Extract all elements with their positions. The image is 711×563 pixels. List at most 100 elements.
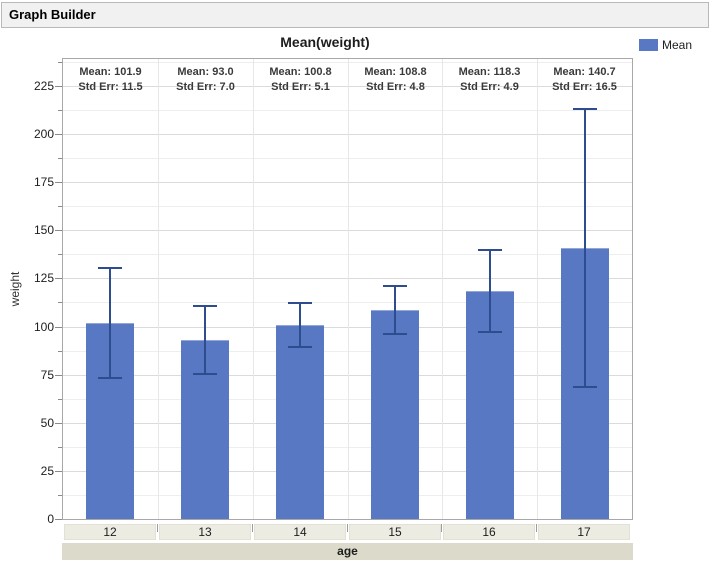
y-major-tick <box>55 230 62 231</box>
error-bar-cap-top <box>478 249 502 252</box>
error-bar-line <box>394 285 396 334</box>
annotation-mean: Mean: 140.7 <box>553 66 616 78</box>
y-tick-label: 175 <box>33 175 54 189</box>
x-boundary-tick <box>252 524 253 532</box>
y-major-tick <box>55 182 62 183</box>
bar-age-14[interactable] <box>276 324 324 519</box>
y-minor-tick <box>58 110 62 111</box>
y-major-tick <box>55 519 62 520</box>
gridline-major <box>63 374 632 376</box>
error-bar-cap-bottom <box>193 372 217 375</box>
error-bar-cap-bottom <box>478 331 502 334</box>
chart-title: Mean(weight) <box>280 34 370 50</box>
gridline-category-separator <box>253 59 254 519</box>
y-major-tick <box>55 327 62 328</box>
error-bar-cap-bottom <box>383 332 407 335</box>
error-bar-line <box>584 109 586 388</box>
x-boundary-tick <box>347 524 348 532</box>
y-tick-label: 50 <box>40 416 54 430</box>
x-category-box-17[interactable]: 17 <box>538 524 630 540</box>
error-bar-cap-bottom <box>288 346 312 349</box>
gridline-major <box>63 422 632 424</box>
gridline-category-separator <box>348 59 349 519</box>
x-boundary-tick <box>157 524 158 532</box>
y-minor-tick <box>58 158 62 159</box>
bar-age-15[interactable] <box>371 309 419 519</box>
gridline-major <box>63 182 632 184</box>
y-tick-label: 125 <box>33 271 54 285</box>
y-minor-tick <box>58 206 62 207</box>
gridline-category-separator <box>442 59 443 519</box>
annotation-mean: Mean: 118.3 <box>458 66 521 78</box>
gridline-minor <box>63 398 632 400</box>
annotation-stderr: Std Err: 4.9 <box>460 81 519 93</box>
x-category-box-13[interactable]: 13 <box>159 524 251 540</box>
legend-label-mean: Mean <box>662 38 693 52</box>
annotation-stderr: Std Err: 4.8 <box>366 81 425 93</box>
y-major-tick <box>55 134 62 135</box>
x-category-box-15[interactable]: 15 <box>349 524 441 540</box>
gridline-major <box>63 326 632 328</box>
legend[interactable]: Mean <box>639 37 692 53</box>
x-category-box-16[interactable]: 16 <box>443 524 535 540</box>
gridline-minor <box>63 302 632 304</box>
y-minor-tick <box>58 302 62 303</box>
annotation-stderr: Std Err: 7.0 <box>176 81 235 93</box>
y-minor-tick <box>58 495 62 496</box>
annotation-mean: Mean: 93.0 <box>177 66 234 78</box>
error-bar-cap-top <box>288 301 312 304</box>
error-bar-cap-top <box>193 305 217 308</box>
gridline-category-separator <box>158 59 159 519</box>
error-bar-cap-top <box>98 267 122 270</box>
gridline-major <box>63 85 632 87</box>
annotation-stderr: Std Err: 16.5 <box>552 81 617 93</box>
y-tick-label: 200 <box>33 127 54 141</box>
y-major-tick <box>55 86 62 87</box>
gridline-minor <box>63 350 632 352</box>
error-bar-line <box>109 268 111 378</box>
annotation-mean: Mean: 100.8 <box>269 66 332 78</box>
y-major-tick <box>55 278 62 279</box>
gridline-minor <box>63 494 632 496</box>
gridline-minor <box>63 254 632 256</box>
gridline-major <box>63 278 632 280</box>
outline-title-text: Graph Builder <box>9 7 96 22</box>
gridline-minor <box>63 206 632 208</box>
y-minor-tick <box>58 447 62 448</box>
y-major-tick <box>55 471 62 472</box>
y-tick-label: 100 <box>33 320 54 334</box>
y-minor-tick <box>58 351 62 352</box>
gridline-minor <box>63 61 632 63</box>
gridline-category-separator <box>537 59 538 519</box>
x-boundary-tick <box>536 524 537 532</box>
x-category-box-12[interactable]: 12 <box>64 524 156 540</box>
y-major-tick <box>55 423 62 424</box>
y-minor-tick <box>58 254 62 255</box>
y-major-tick <box>55 375 62 376</box>
gridline-major <box>63 230 632 232</box>
legend-swatch-mean[interactable] <box>639 39 658 51</box>
error-bar-cap-bottom <box>573 386 597 389</box>
error-bar-line <box>299 302 301 348</box>
y-tick-label: 225 <box>33 79 54 93</box>
gridline-minor <box>63 158 632 160</box>
x-boundary-tick <box>441 524 442 532</box>
error-bar-cap-top <box>383 284 407 287</box>
gridline-major <box>63 134 632 136</box>
y-tick-label: 0 <box>47 512 54 526</box>
gridline-minor <box>63 446 632 448</box>
x-category-box-14[interactable]: 14 <box>254 524 346 540</box>
error-bar-line <box>489 250 491 333</box>
annotation-mean: Mean: 108.8 <box>364 66 427 78</box>
error-bar-cap-top <box>573 108 597 111</box>
annotation-stderr: Std Err: 11.5 <box>78 81 143 93</box>
gridline-minor <box>63 110 632 111</box>
y-tick-label: 25 <box>40 464 54 478</box>
error-bar-cap-bottom <box>98 376 122 379</box>
outline-title-bar[interactable]: Graph Builder <box>1 2 709 28</box>
x-axis-title-strip[interactable]: age <box>62 543 633 560</box>
plot-area[interactable]: Mean: 101.9 Std Err: 11.5 Mean: 93.0 Std Er… <box>62 58 633 520</box>
y-minor-tick <box>58 399 62 400</box>
annotation-mean: Mean: 101.9 <box>79 66 142 78</box>
annotation-stderr: Std Err: 5.1 <box>271 81 330 93</box>
